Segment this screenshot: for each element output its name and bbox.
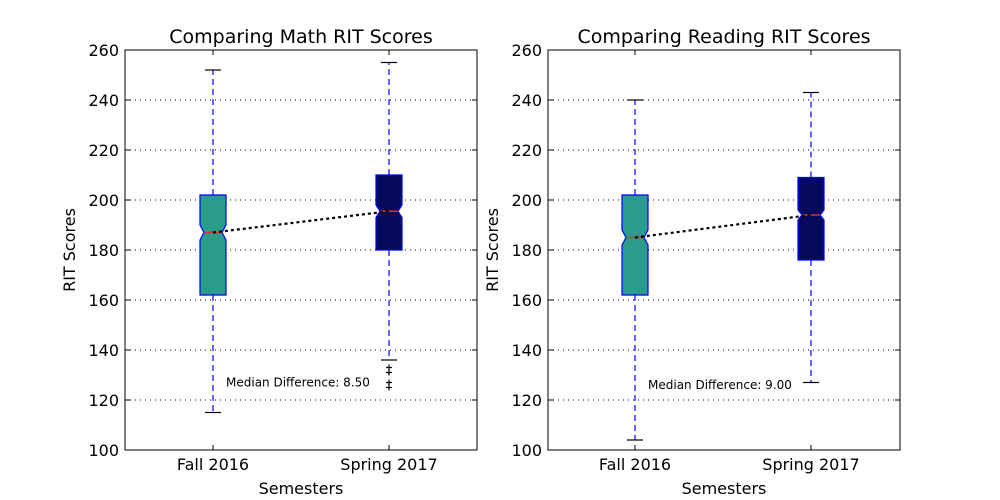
x-tick-label: Spring 2017: [340, 455, 437, 474]
y-tick-label: 120: [511, 391, 542, 410]
y-tick-label: 220: [88, 141, 119, 160]
y-tick-label: 140: [511, 341, 542, 360]
box-spring-2017: [797, 91, 825, 384]
x-tick-label: Fall 2016: [599, 455, 671, 474]
y-tick-label: 220: [511, 141, 542, 160]
y-tick-label: 180: [88, 241, 119, 260]
x-axis-label: Semesters: [259, 479, 344, 498]
y-tick-label: 260: [88, 41, 119, 60]
plot-frame: [547, 49, 901, 451]
notched-box: [375, 174, 403, 251]
y-tick-label: 200: [511, 191, 542, 210]
median-difference-annotation: Median Difference: 9.00: [648, 378, 792, 392]
notched-box: [621, 194, 649, 296]
y-tick-label: 240: [88, 91, 119, 110]
y-tick-label: 160: [511, 291, 542, 310]
y-axis-label: RIT Scores: [483, 208, 502, 292]
math-chart-panel: 100 120 140 160 180 200 220 240 260 Fall 2016 Spri…: [60, 26, 478, 498]
y-tick-label: 120: [88, 391, 119, 410]
y-tick-label: 100: [88, 441, 119, 460]
median-trend-line: [634, 213, 812, 239]
y-axis-label: RIT Scores: [60, 208, 79, 292]
outlier-point: [386, 369, 392, 376]
y-tick-label: 200: [88, 191, 119, 210]
box-spring-2017: [375, 61, 403, 391]
y-tick-label: 240: [511, 91, 542, 110]
x-tick-label: Fall 2016: [177, 455, 249, 474]
x-axis-label: Semesters: [682, 479, 767, 498]
box-fall-2016: [621, 99, 649, 441]
y-tick-label: 160: [88, 291, 119, 310]
notched-box: [797, 176, 825, 261]
median-trend-line: [212, 210, 390, 234]
notched-box: [199, 194, 227, 296]
median-difference-annotation: Median Difference: 8.50: [226, 376, 370, 390]
y-tick-label: 260: [511, 41, 542, 60]
box-fall-2016: [199, 69, 227, 414]
y-tick-label: 180: [511, 241, 542, 260]
chart-title: Comparing Reading RIT Scores: [577, 26, 870, 48]
x-tick-label: Spring 2017: [762, 455, 859, 474]
y-tick-label: 140: [88, 341, 119, 360]
chart-title: Comparing Math RIT Scores: [169, 26, 432, 48]
outlier-point: [386, 384, 392, 391]
plot-frame: [124, 49, 478, 451]
y-tick-label: 100: [511, 441, 542, 460]
reading-chart-panel: 100 120 140 160 180 200 220 240 260 Fall 2016 Spri…: [483, 26, 901, 498]
